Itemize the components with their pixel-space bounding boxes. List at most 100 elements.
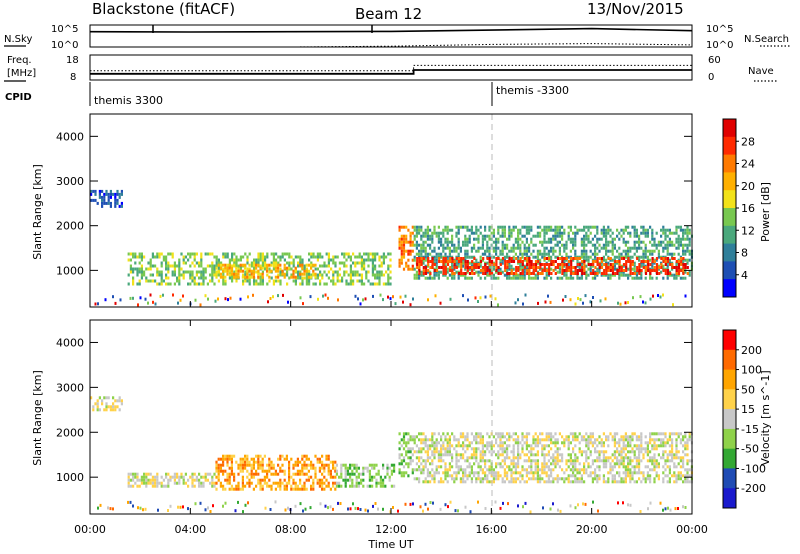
- heatmap-cell: [521, 269, 524, 272]
- x-axis: 00:00 04:00 08:00 12:00 16:00 20:00 00:00: [74, 301, 708, 536]
- colorbar-tick-label: 8: [741, 247, 748, 260]
- heatmap-cell: [455, 438, 458, 442]
- heatmap-cell: [215, 255, 218, 259]
- heatmap-cell: [464, 273, 467, 277]
- heatmap-cell: [134, 472, 137, 476]
- cpid-label: CPID: [5, 92, 32, 103]
- heatmap-cell: [239, 469, 242, 473]
- heatmap-cell: [605, 237, 608, 241]
- heatmap-cell: [292, 472, 295, 476]
- heatmap-cell: [611, 269, 615, 272]
- heatmap-cell: [602, 234, 605, 238]
- heatmap-cell: [672, 303, 674, 307]
- heatmap-cell: [138, 282, 141, 286]
- heatmap-cell: [451, 228, 454, 232]
- heatmap-cell: [246, 463, 249, 467]
- heatmap-cell: [622, 263, 626, 266]
- heatmap-cell: [550, 225, 553, 229]
- heatmap-cell: [296, 460, 299, 464]
- heatmap-cell: [519, 249, 522, 253]
- heatmap-cell: [543, 258, 546, 262]
- heatmap-cell: [558, 276, 561, 280]
- heatmap-cell: [534, 471, 537, 475]
- heatmap-cell: [486, 261, 489, 265]
- heatmap-cell: [325, 252, 328, 256]
- heatmap-cell: [335, 481, 338, 485]
- heatmap-cell: [684, 276, 687, 280]
- heatmap-cell: [662, 228, 665, 232]
- heatmap-cell: [312, 282, 315, 286]
- heatmap-cell: [277, 481, 280, 485]
- heatmap-cell: [274, 266, 277, 270]
- heatmap-cell: [530, 471, 533, 475]
- heatmap-cell: [400, 243, 403, 247]
- heatmap-cell: [420, 257, 423, 260]
- heatmap-cell: [499, 506, 502, 510]
- heatmap-cell: [506, 237, 509, 241]
- heatmap-cell: [204, 252, 207, 256]
- heatmap-cell: [594, 474, 597, 478]
- heatmap-cell: [424, 276, 427, 280]
- heatmap-cell: [521, 273, 524, 277]
- heatmap-cell: [506, 438, 509, 442]
- velocity-cbar-label: Velocity [m s^-1]: [759, 370, 772, 465]
- heatmap-cell: [354, 270, 357, 274]
- heatmap-cell: [574, 249, 577, 253]
- heatmap-cell: [528, 273, 531, 277]
- heatmap-cell: [583, 465, 586, 469]
- heatmap-cell: [594, 450, 597, 454]
- heatmap-cell: [433, 270, 436, 274]
- heatmap-cell: [363, 252, 366, 256]
- heatmap-cell: [567, 269, 571, 272]
- heatmap-cell: [140, 255, 143, 259]
- heatmap-cell: [545, 231, 548, 235]
- heatmap-cell: [644, 447, 647, 451]
- heatmap-cell: [407, 267, 410, 271]
- heatmap-cell: [252, 475, 255, 479]
- heatmap-cell: [475, 450, 478, 454]
- heatmap-cell: [415, 450, 418, 454]
- heatmap-cell: [541, 255, 544, 259]
- heatmap-cell: [372, 504, 374, 508]
- heatmap-cell: [512, 459, 515, 463]
- heatmap-cell: [563, 471, 566, 475]
- heatmap-cell: [413, 438, 416, 442]
- heatmap-cell: [486, 441, 489, 445]
- heatmap-cell: [660, 243, 663, 247]
- heatmap-cell: [484, 462, 487, 466]
- heatmap-cell: [246, 475, 249, 479]
- heatmap-cell: [565, 269, 568, 272]
- heatmap-cell: [440, 231, 443, 235]
- heatmap-cell: [398, 471, 401, 475]
- heatmap-cell: [448, 438, 451, 442]
- heatmap-cell: [277, 484, 280, 488]
- heatmap-cell: [596, 273, 599, 277]
- heatmap-cell: [552, 237, 555, 241]
- heatmap-cell: [109, 408, 112, 412]
- heatmap-cell: [479, 453, 482, 457]
- heatmap-cell: [589, 474, 592, 478]
- heatmap-cell: [539, 267, 542, 271]
- heatmap-cell: [552, 480, 555, 484]
- heatmap-cell: [613, 444, 616, 448]
- heatmap-cell: [517, 269, 520, 272]
- heatmap-cell: [457, 444, 460, 448]
- heatmap-cell: [294, 279, 297, 283]
- heatmap-cell: [375, 481, 378, 485]
- heatmap-cell: [603, 263, 606, 266]
- heatmap-cell: [132, 267, 135, 271]
- heatmap-cell: [466, 225, 469, 229]
- heatmap-cell: [515, 266, 518, 269]
- heatmap-cell: [261, 457, 264, 461]
- heatmap-cell: [127, 481, 130, 485]
- heatmap-cell: [145, 279, 148, 283]
- heatmap-cell: [112, 408, 115, 412]
- heatmap-cell: [237, 275, 240, 279]
- heatmap-cell: [435, 471, 438, 475]
- heatmap-cell: [625, 260, 628, 263]
- heatmap-cell: [413, 276, 416, 280]
- heatmap-cell: [629, 269, 632, 272]
- heatmap-cell: [585, 270, 588, 274]
- heatmap-cell: [609, 257, 612, 260]
- heatmap-cell: [165, 475, 168, 479]
